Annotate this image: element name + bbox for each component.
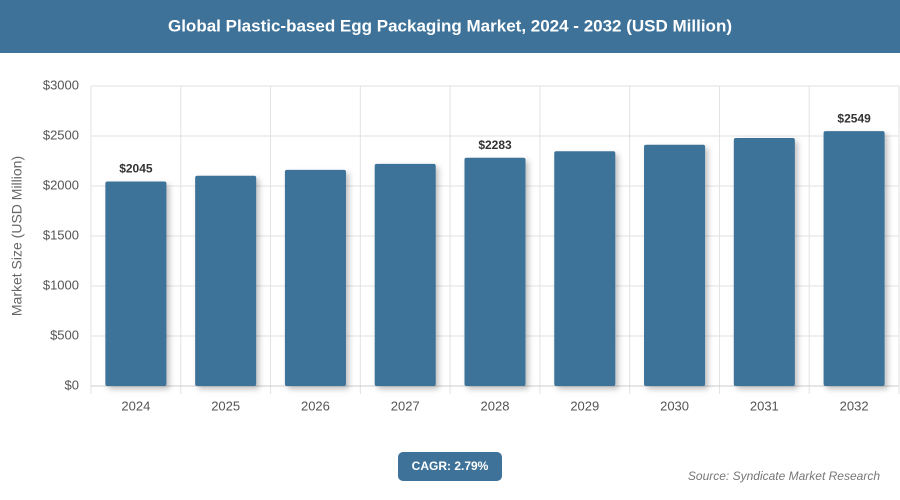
- bar: [823, 131, 885, 386]
- header-bar: [0, 0, 900, 53]
- source-text: Source: Syndicate Market Research: [688, 469, 880, 483]
- value-label: $2283: [478, 138, 512, 152]
- x-tick-label: 2031: [750, 398, 779, 413]
- y-tick-label: $500: [50, 327, 79, 342]
- value-label: $2045: [119, 162, 153, 176]
- y-tick-label: $1000: [43, 277, 79, 292]
- y-tick-label: $2500: [43, 127, 79, 142]
- y-tick-label: $0: [65, 377, 79, 392]
- bar: [644, 144, 706, 386]
- y-tick-label: $2000: [43, 177, 79, 192]
- x-tick-label: 2026: [301, 398, 330, 413]
- bar: [374, 163, 436, 386]
- x-tick-label: 2030: [660, 398, 689, 413]
- x-tick-label: 2027: [391, 398, 420, 413]
- bar: [733, 138, 795, 386]
- y-axis-label: Market Size (USD Million): [9, 156, 25, 316]
- bar: [105, 181, 167, 386]
- x-tick-label: 2028: [481, 398, 510, 413]
- bar: [464, 157, 526, 386]
- x-tick-label: 2025: [211, 398, 240, 413]
- y-tick-label: $1500: [43, 227, 79, 242]
- y-tick-label: $3000: [43, 77, 79, 92]
- x-tick-label: 2024: [121, 398, 150, 413]
- cagr-badge: [398, 452, 502, 481]
- value-label: $2549: [837, 111, 871, 125]
- bar: [554, 151, 616, 386]
- bar: [195, 175, 257, 386]
- x-tick-label: 2032: [840, 398, 869, 413]
- bar: [284, 169, 346, 386]
- chart-title: Global Plastic-based Egg Packaging Marke…: [168, 16, 732, 35]
- x-tick-label: 2029: [570, 398, 599, 413]
- cagr-text: CAGR: 2.79%: [412, 459, 489, 473]
